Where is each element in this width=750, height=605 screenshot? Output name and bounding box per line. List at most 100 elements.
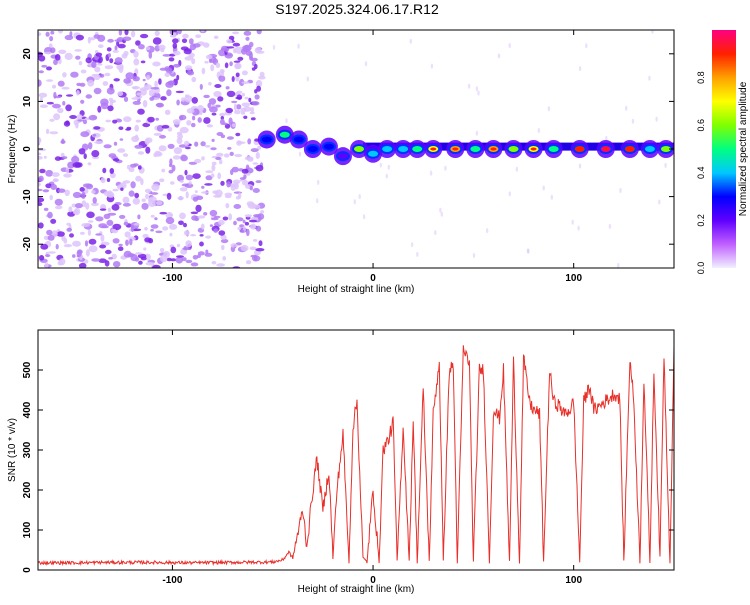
noise-speckle — [140, 178, 144, 186]
noise-speckle — [63, 244, 73, 248]
noise-speckle — [78, 262, 87, 268]
noise-speckle — [112, 188, 119, 192]
noise-speckle — [38, 175, 44, 182]
noise-speckle — [225, 86, 230, 90]
snr-xlabel: Height of straight line (km) — [298, 584, 415, 595]
noise-speckle — [233, 220, 237, 226]
noise-speckle — [47, 211, 53, 219]
noise-speckle — [220, 118, 225, 125]
noise-speckle — [65, 167, 70, 174]
noise-speckle — [173, 63, 181, 68]
noise-speckle — [210, 147, 217, 151]
noise-speckle — [130, 30, 136, 38]
noise-speckle — [664, 162, 667, 168]
spectral-blob — [424, 140, 443, 158]
noise-speckle — [255, 225, 262, 232]
noise-speckle — [108, 97, 113, 102]
noise-speckle — [258, 75, 266, 80]
noise-speckle — [98, 44, 104, 49]
noise-speckle — [229, 151, 234, 156]
noise-speckle — [191, 76, 197, 83]
spectrogram-noise-layer — [38, 30, 674, 268]
noise-speckle — [213, 228, 218, 233]
noise-speckle — [201, 185, 205, 189]
noise-speckle — [101, 225, 109, 229]
noise-speckle — [248, 52, 253, 59]
noise-speckle — [218, 75, 226, 82]
noise-speckle — [152, 61, 161, 67]
noise-speckle — [106, 219, 114, 226]
noise-speckle — [203, 117, 211, 124]
noise-speckle — [130, 225, 134, 232]
noise-speckle — [123, 50, 129, 57]
noise-speckle — [175, 90, 184, 94]
noise-speckle — [224, 192, 233, 197]
noise-speckle — [177, 30, 182, 35]
noise-speckle — [39, 254, 45, 261]
noise-speckle — [138, 260, 143, 265]
x-tick-label: 0 — [370, 273, 376, 284]
noise-speckle — [188, 181, 192, 185]
noise-speckle — [122, 153, 129, 157]
noise-speckle — [550, 194, 553, 200]
noise-speckle — [158, 44, 166, 51]
noise-speckle — [205, 235, 212, 239]
noise-speckle — [49, 194, 53, 201]
noise-speckle — [237, 56, 244, 61]
noise-speckle — [80, 131, 90, 138]
noise-speckle — [65, 104, 72, 112]
noise-speckle — [41, 64, 48, 68]
noise-speckle — [53, 95, 62, 99]
noise-speckle — [169, 158, 173, 166]
noise-speckle — [248, 97, 252, 103]
noise-speckle — [53, 59, 58, 66]
noise-speckle — [138, 44, 145, 50]
noise-speckle — [200, 30, 205, 33]
noise-speckle — [648, 75, 651, 81]
noise-speckle — [259, 71, 265, 78]
noise-speckle — [230, 184, 236, 191]
y-tick-label: 400 — [22, 401, 33, 418]
spectral-blob — [544, 140, 563, 158]
noise-speckle — [72, 254, 76, 258]
noise-speckle — [80, 99, 85, 104]
noise-speckle — [215, 156, 222, 161]
noise-speckle — [170, 258, 177, 262]
noise-speckle — [249, 186, 253, 191]
noise-speckle — [80, 231, 85, 235]
noise-speckle — [179, 212, 186, 220]
noise-speckle — [118, 126, 124, 130]
noise-speckle — [50, 30, 55, 35]
figure-title: S197.2025.324.06.17.R12 — [275, 1, 439, 17]
noise-speckle — [88, 114, 98, 121]
noise-speckle — [608, 223, 612, 229]
noise-speckle — [254, 94, 260, 100]
noise-speckle — [240, 244, 249, 252]
spectral-blob — [289, 130, 308, 149]
noise-speckle — [176, 243, 181, 248]
noise-speckle — [64, 52, 73, 61]
noise-speckle — [150, 224, 159, 229]
spectral-blob — [319, 137, 338, 156]
noise-speckle — [237, 226, 242, 231]
noise-speckle — [148, 51, 153, 59]
noise-speckle — [134, 192, 140, 199]
noise-speckle — [231, 166, 239, 173]
noise-speckle — [364, 61, 368, 67]
colorbar-ticks: 0.0 0.2 0.4 0.6 0.8 — [696, 71, 706, 274]
noise-speckle — [108, 153, 117, 159]
noise-speckle — [229, 61, 233, 67]
noise-speckle — [197, 215, 206, 219]
noise-speckle — [91, 202, 99, 207]
noise-speckle — [216, 152, 224, 157]
noise-speckle — [195, 34, 202, 38]
noise-speckle — [66, 227, 72, 232]
noise-speckle — [61, 86, 70, 90]
noise-speckle — [142, 233, 149, 239]
x-tick-label: -100 — [162, 273, 182, 284]
noise-speckle — [203, 42, 210, 48]
noise-speckle — [122, 202, 131, 207]
noise-speckle — [109, 100, 114, 107]
colorbar-tick-label: 0.2 — [696, 214, 706, 227]
noise-speckle — [118, 65, 124, 74]
